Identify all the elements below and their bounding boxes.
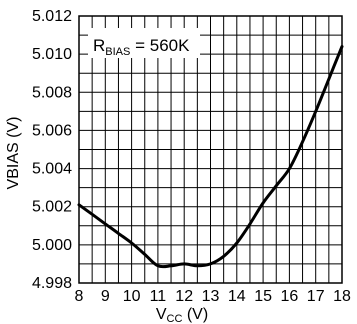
x-tick-label: 8: [75, 288, 84, 305]
y-tick-label: 5.012: [32, 8, 72, 25]
x-axis-label-sub: CC: [167, 313, 183, 324]
annotation-rest: = 560K: [130, 36, 190, 55]
y-tick-label: 5.010: [32, 46, 72, 63]
y-tick-label: 5.006: [32, 122, 72, 139]
annotation-background: [88, 28, 200, 58]
y-tick-label: 5.004: [32, 161, 72, 178]
x-tick-label: 13: [202, 288, 220, 305]
annotation-main: R: [93, 36, 105, 55]
x-tick-label: 17: [307, 288, 325, 305]
annotation-sub: BIAS: [105, 46, 130, 58]
plot-frame: [78, 15, 343, 284]
y-axis-label: VBIAS (V): [5, 117, 22, 190]
x-axis-label-unit: (V): [182, 306, 208, 323]
x-tick-label: 14: [228, 288, 246, 305]
x-axis-label-main: V: [156, 306, 167, 323]
x-axis-label: VCC (V): [156, 306, 208, 324]
x-tick-label: 18: [333, 288, 351, 305]
x-tick-label: 12: [175, 288, 193, 305]
x-tick-label: 16: [281, 288, 299, 305]
series-line: [77, 45, 344, 269]
x-tick-label: 15: [254, 288, 272, 305]
y-tick-label: 5.002: [32, 199, 72, 216]
y-tick-label: 4.998: [32, 275, 72, 292]
x-tick-label: 9: [101, 288, 110, 305]
x-tick-label: 11: [150, 288, 167, 305]
annotation-label: RBIAS = 560K: [93, 36, 190, 58]
y-tick-label: 5.000: [32, 237, 72, 254]
x-tick-label: 10: [123, 288, 141, 305]
tick-labels: 8 9 10 11 12 13 14 15 16 17 18 4.998 5.000 5.002 5.004…: [32, 8, 351, 305]
y-tick-label: 5.008: [32, 84, 72, 101]
grid: [79, 16, 342, 283]
